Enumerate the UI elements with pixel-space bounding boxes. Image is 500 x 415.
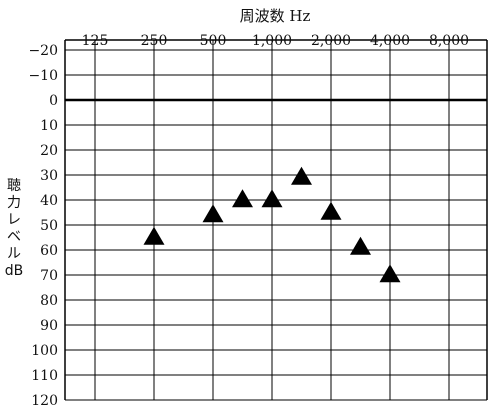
x-tick-label: 1,000 bbox=[252, 33, 292, 49]
triangle-marker bbox=[379, 264, 401, 283]
y-tick-label: −20 bbox=[28, 43, 58, 59]
y-tick-label: 100 bbox=[31, 343, 58, 359]
y-tick-label: 70 bbox=[40, 268, 58, 284]
y-tick-label: 10 bbox=[40, 118, 58, 134]
x-tick-label: 4,000 bbox=[370, 33, 410, 49]
y-tick-label: 110 bbox=[31, 368, 58, 384]
y-tick-label: 80 bbox=[40, 293, 58, 309]
y-tick-label: 0 bbox=[49, 93, 58, 109]
grid bbox=[64, 39, 488, 401]
triangle-marker bbox=[143, 226, 165, 245]
y-tick-label: 50 bbox=[40, 218, 58, 234]
triangle-marker bbox=[232, 189, 253, 208]
y-tick-label: −10 bbox=[28, 68, 58, 84]
y-tick-label: 40 bbox=[40, 193, 58, 209]
data-points bbox=[143, 166, 401, 283]
y-tick-label: 90 bbox=[40, 318, 58, 334]
y-tick-label: 20 bbox=[40, 143, 58, 159]
triangle-marker bbox=[320, 201, 342, 220]
triangle-marker bbox=[291, 166, 312, 185]
y-label-char: レ bbox=[7, 212, 21, 228]
x-tick-labels: 125 250 500 1,000 2,000 4,000 8,000 bbox=[82, 33, 469, 49]
x-tick-label: 500 bbox=[200, 33, 227, 49]
y-tick-label: 60 bbox=[40, 243, 58, 259]
y-axis-label: 聴 力 レ ベ ル dB bbox=[4, 178, 24, 280]
x-tick-label: 125 bbox=[82, 33, 109, 49]
x-tick-label: 8,000 bbox=[429, 33, 469, 49]
triangle-marker bbox=[202, 204, 224, 223]
x-tick-label: 2,000 bbox=[311, 33, 351, 49]
y-label-char: ル bbox=[7, 246, 21, 262]
y-label-char: 聴 bbox=[7, 178, 21, 194]
y-label-unit: dB bbox=[4, 263, 24, 279]
triangle-marker bbox=[350, 236, 371, 255]
y-tick-label: 30 bbox=[40, 168, 58, 184]
x-tick-label: 250 bbox=[141, 33, 168, 49]
y-label-char: ベ bbox=[7, 229, 21, 245]
y-label-char: 力 bbox=[7, 195, 21, 211]
y-tick-labels: −20 −10 0 10 20 30 40 50 60 70 80 90 100 110 120 bbox=[28, 43, 58, 409]
y-tick-label: 120 bbox=[31, 393, 58, 409]
chart-title: 周波数 Hz bbox=[240, 7, 311, 25]
triangle-marker bbox=[261, 189, 283, 208]
